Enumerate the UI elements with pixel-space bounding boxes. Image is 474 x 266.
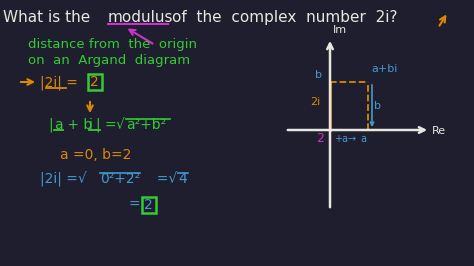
Text: of  the  complex  number  2i?: of the complex number 2i? — [172, 10, 398, 25]
Text: a+bi: a+bi — [371, 64, 397, 74]
Text: b: b — [315, 70, 322, 80]
Text: =: = — [128, 198, 140, 212]
Text: on  an  Argand  diagram: on an Argand diagram — [28, 54, 190, 67]
Text: | =: | = — [96, 118, 117, 132]
Text: Re: Re — [432, 126, 446, 136]
Bar — [88, 74, 102, 90]
Text: |2i| =: |2i| = — [40, 75, 78, 89]
Text: a: a — [54, 118, 63, 132]
Text: 2: 2 — [144, 198, 153, 212]
Text: distance from  the  origin: distance from the origin — [28, 38, 197, 51]
Text: 2: 2 — [316, 132, 324, 145]
Text: a²+b²: a²+b² — [126, 118, 166, 132]
Text: b: b — [374, 101, 381, 111]
Text: i: i — [89, 118, 93, 132]
Text: What is the: What is the — [3, 10, 90, 25]
Text: + b: + b — [63, 118, 92, 132]
Text: 4: 4 — [178, 172, 187, 186]
Text: |: | — [48, 118, 53, 132]
Bar — [142, 197, 156, 213]
Text: a =0, b=2: a =0, b=2 — [60, 148, 131, 162]
Text: 2: 2 — [90, 75, 99, 89]
Text: a: a — [360, 134, 366, 144]
Text: =√: =√ — [148, 172, 177, 186]
Text: √: √ — [116, 118, 125, 132]
Text: 2i: 2i — [310, 97, 320, 107]
Text: 0²+2²: 0²+2² — [100, 172, 140, 186]
Text: |2i| =√: |2i| =√ — [40, 172, 87, 187]
Text: Im: Im — [333, 25, 347, 35]
Text: modulus: modulus — [108, 10, 173, 25]
Text: +a→: +a→ — [334, 134, 356, 144]
